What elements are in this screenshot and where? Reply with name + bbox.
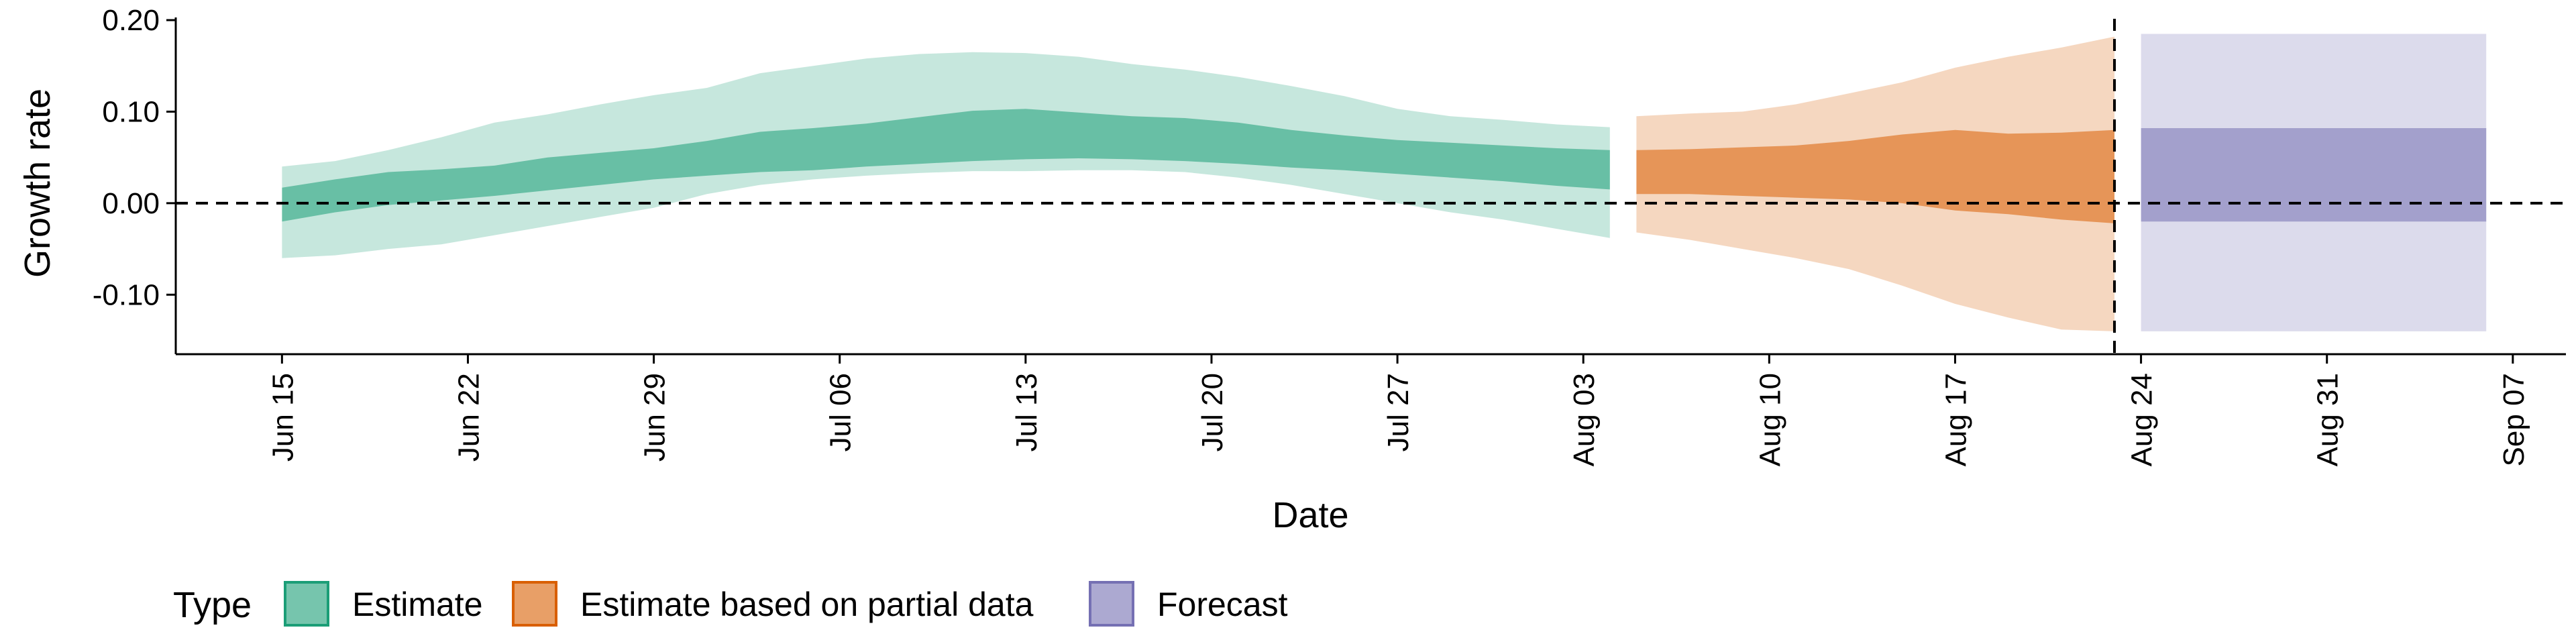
band-50-estimate [282, 109, 1610, 222]
x-tick-label: Aug 31 [2312, 373, 2345, 466]
legend-key-forecast [1089, 581, 1134, 627]
y-axis-title: Growth rate [17, 89, 58, 278]
x-tick-label: Jun 22 [452, 373, 485, 462]
legend-title: Type [173, 585, 252, 625]
x-tick-label: Aug 24 [2126, 373, 2159, 466]
legend-key-estimate [284, 581, 329, 627]
x-tick-label: Jun 29 [639, 373, 672, 462]
x-tick-label: Aug 10 [1754, 373, 1786, 466]
legend-label-estimate: Estimate [352, 586, 483, 623]
x-tick-label: Jul 20 [1196, 373, 1229, 451]
band-layer [282, 34, 2487, 331]
y-tick-label: 0.20 [102, 4, 160, 37]
x-tick-label: Aug 03 [1568, 373, 1601, 466]
legend-label-estimate-based-on-partial-data: Estimate based on partial data [580, 586, 1034, 623]
axes: -0.10 0.00 0.10 0.20 Jun 15 Jun 22 Jun 29 Jul 0… [17, 4, 2566, 535]
x-axis-title: Date [1272, 495, 1348, 535]
legend-key-estimate-based-on-partial-data [512, 581, 557, 627]
x-tick-label: Jul 06 [824, 373, 857, 451]
legend: Type Estimate Estimate based on partial da… [173, 581, 1288, 627]
y-tick-label: 0.10 [102, 95, 160, 128]
x-tick-label: Jul 13 [1010, 373, 1043, 451]
x-tick-label: Jul 27 [1382, 373, 1415, 451]
band-50-estimate-based-on-partial-data [1636, 129, 2114, 223]
y-tick-label: -0.10 [93, 278, 160, 311]
reference-lines [176, 19, 2566, 354]
x-tick-label: Jun 15 [266, 373, 299, 462]
x-tick-label: Sep 07 [2498, 373, 2530, 466]
x-tick-label: Aug 17 [1939, 373, 1972, 466]
band-50-forecast [2141, 128, 2487, 222]
legend-label-forecast: Forecast [1157, 586, 1288, 623]
y-tick-label: 0.00 [102, 187, 160, 220]
